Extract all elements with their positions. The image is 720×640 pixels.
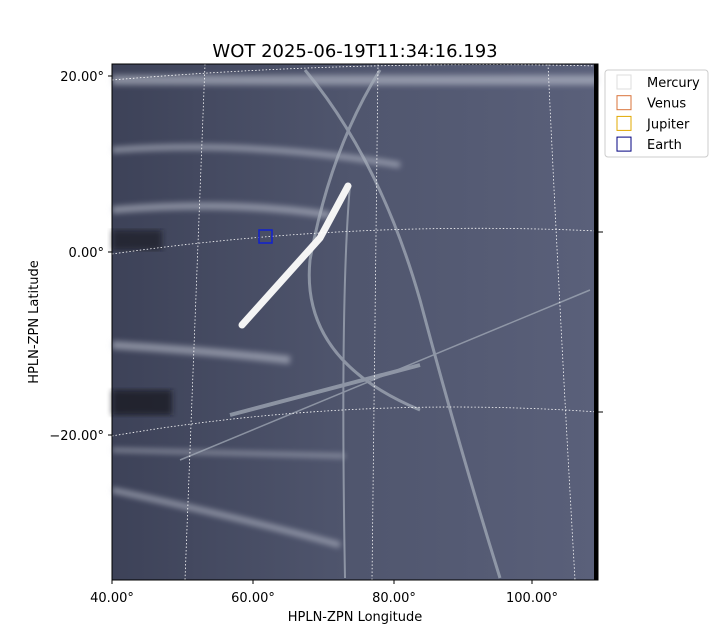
legend-label: Mercury <box>647 76 700 91</box>
y-tick-label: 20.00° <box>60 70 104 85</box>
image <box>111 63 599 581</box>
legend-swatch <box>616 136 632 152</box>
x-tick-label: 100.00° <box>506 591 558 606</box>
x-tick-labels: 40.00° 60.00° 80.00° 100.00° <box>90 591 558 606</box>
legend-swatch <box>616 95 632 111</box>
legend-label: Earth <box>647 138 682 153</box>
legend: Mercury Venus Jupiter Earth <box>604 69 709 158</box>
legend-swatch <box>616 115 632 131</box>
x-tick-label: 40.00° <box>90 591 134 606</box>
legend-label: Jupiter <box>646 117 690 132</box>
y-tick-label: −20.00° <box>49 429 104 444</box>
x-axis-label: HPLN-ZPN Longitude <box>288 610 423 625</box>
legend-label: Venus <box>647 97 686 112</box>
legend-swatch <box>616 74 632 90</box>
y-tick-label: 0.00° <box>69 246 104 261</box>
y-axis-label: HPLN-ZPN Latitude <box>27 260 42 383</box>
x-tick-label: 80.00° <box>372 591 416 606</box>
title: WOT 2025-06-19T11:34:16.193 <box>212 41 497 62</box>
y-tick-labels: 20.00° 0.00° −20.00° <box>49 70 104 444</box>
axis-ticks <box>108 75 603 584</box>
x-tick-label: 60.00° <box>231 591 275 606</box>
